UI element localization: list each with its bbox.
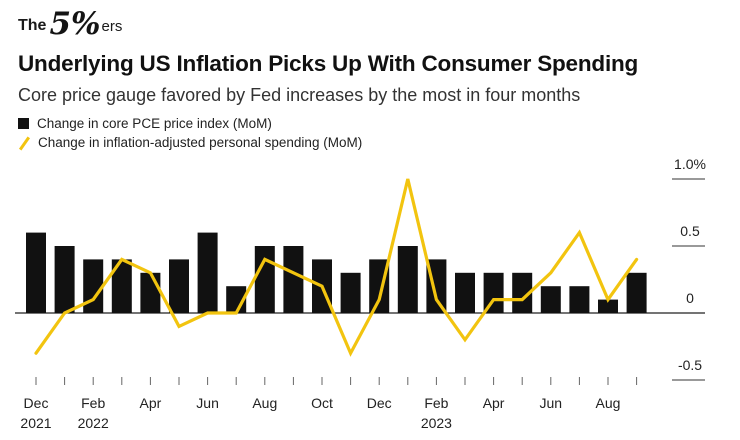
brand-prefix: The — [18, 17, 47, 34]
chart-subtitle: Core price gauge favored by Fed increase… — [18, 85, 581, 105]
brand-suffix: ers — [101, 18, 123, 35]
x-tick-label: Apr — [140, 395, 162, 411]
bar-core-pce — [26, 232, 46, 313]
bar-core-pce — [283, 246, 304, 313]
bar-core-pce — [483, 272, 504, 313]
bar-core-pce — [455, 272, 475, 313]
bar-core-pce — [540, 286, 561, 313]
bar-core-pce — [626, 272, 647, 313]
bar-core-pce — [111, 259, 132, 313]
bar-core-pce — [197, 232, 218, 313]
x-tick-label: Jun — [196, 395, 219, 411]
x-tick-label: Apr — [483, 395, 505, 411]
line-personal-spending — [34, 178, 639, 357]
bar-core-pce — [83, 259, 104, 313]
x-tick-label: Aug — [252, 395, 277, 411]
x-tick-label: Aug — [596, 395, 621, 411]
x-tick-year-label: 2021 — [20, 415, 51, 431]
bar-core-pce — [254, 246, 275, 313]
x-tick-year-label: 2023 — [421, 415, 452, 431]
brand-mark: 5% — [49, 6, 101, 42]
x-tick-label: Oct — [311, 395, 333, 411]
legend-item-core-pce: Change in core PCE price index (MoM) — [18, 116, 272, 131]
bar-core-pce — [140, 272, 161, 313]
bar-core-pce — [512, 272, 533, 313]
bar-core-pce — [169, 259, 189, 313]
bar-core-pce — [54, 246, 75, 313]
y-tick-label: 0 — [686, 290, 694, 306]
x-tick-label: Feb — [424, 395, 448, 411]
x-tick-label: Feb — [81, 395, 105, 411]
x-tick-label: Jun — [540, 395, 563, 411]
brand-logo: The 5% ers — [18, 6, 122, 40]
x-tick-label: Dec — [24, 395, 49, 411]
x-tick-label: Dec — [367, 395, 392, 411]
y-tick-label: 1.0% — [674, 156, 706, 172]
y-tick-label: -0.5 — [678, 357, 702, 373]
y-tick-label: 0.5 — [680, 223, 700, 239]
bar-core-pce — [340, 272, 361, 313]
legend-label-spending: Change in inflation-adjusted personal sp… — [38, 135, 363, 150]
legend-label-core-pce: Change in core PCE price index (MoM) — [37, 116, 272, 131]
bar-core-pce — [397, 246, 418, 313]
bar-core-pce — [569, 286, 590, 313]
chart-title: Underlying US Inflation Picks Up With Co… — [18, 51, 639, 76]
bar-core-pce — [598, 299, 618, 313]
legend-swatch-bar — [18, 118, 29, 129]
x-tick-year-label: 2022 — [78, 415, 109, 431]
legend-item-spending: Change in inflation-adjusted personal sp… — [18, 135, 362, 150]
